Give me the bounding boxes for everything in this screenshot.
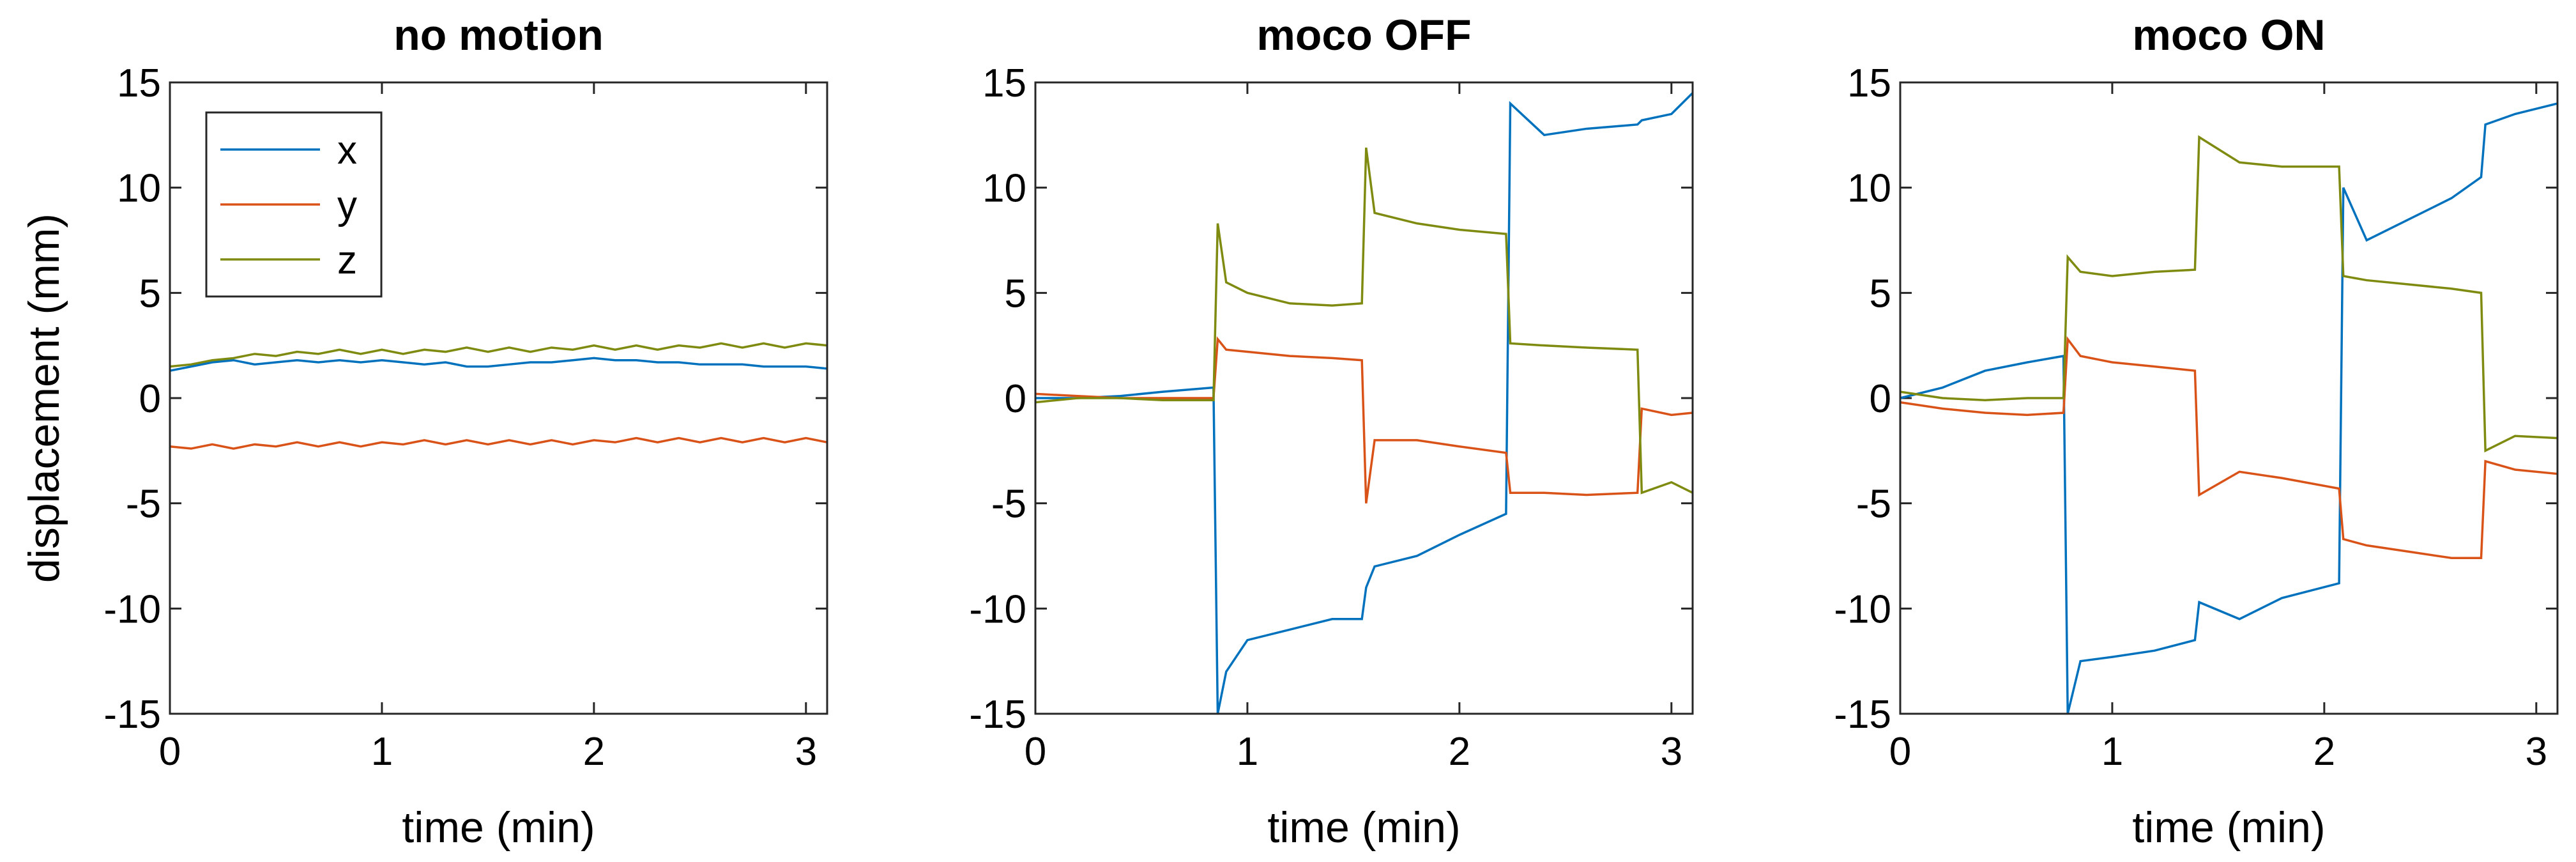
chart-title: moco ON (2132, 11, 2325, 59)
y-tick-label: 5 (1870, 272, 1891, 316)
axes-box (169, 81, 828, 715)
x-tick-label: 3 (1661, 730, 1682, 774)
y-tick-label: -5 (1856, 482, 1891, 527)
y-tick-label: -15 (1834, 693, 1891, 737)
x-tick-label: 3 (795, 730, 817, 774)
y-tick-label: 15 (1847, 61, 1891, 105)
x-tick-label: 1 (371, 730, 393, 774)
chart-title: moco OFF (1256, 11, 1471, 59)
series-line (169, 357, 828, 372)
x-tick-label: 1 (1237, 730, 1258, 774)
y-tick-label: -5 (126, 482, 161, 527)
series-line (1900, 102, 2558, 714)
series-line (1035, 147, 1693, 495)
y-tick-label: -15 (969, 693, 1026, 737)
y-tick-label: -10 (969, 587, 1026, 631)
series-line (1035, 336, 1693, 504)
x-tick-label: 2 (1449, 730, 1470, 774)
series-line (169, 342, 828, 368)
y-tick-label: 0 (1005, 377, 1026, 421)
x-tick-label: 2 (583, 730, 605, 774)
y-tick-label: -10 (1834, 587, 1891, 631)
x-axis-label: time (min) (402, 803, 595, 852)
y-tick-label: 10 (117, 167, 161, 211)
y-axis-label: displacement (mm) (20, 213, 68, 583)
y-tick-label: -10 (103, 587, 161, 631)
x-axis-label: time (min) (2132, 803, 2325, 852)
y-tick-label: 10 (982, 167, 1026, 211)
legend-label: x (337, 128, 357, 173)
y-tick-label: -15 (103, 693, 161, 737)
x-tick-label: 1 (2101, 730, 2123, 774)
y-tick-label: 10 (1847, 167, 1891, 211)
y-tick-label: 15 (982, 61, 1026, 105)
x-tick-label: 0 (159, 730, 181, 774)
series-line (1900, 135, 2558, 453)
series-line (1035, 92, 1694, 714)
x-tick-label: 0 (1889, 730, 1911, 774)
y-tick-label: 0 (139, 377, 161, 421)
y-tick-label: 5 (139, 272, 161, 316)
series-line (1900, 335, 2558, 560)
legend-label: y (337, 183, 357, 227)
series-line (169, 436, 828, 450)
plot-area (1900, 82, 2557, 714)
x-axis-label: time (min) (1267, 803, 1460, 852)
legend-label: z (337, 238, 357, 282)
x-tick-label: 2 (2313, 730, 2335, 774)
chart-title: no motion (393, 11, 604, 59)
x-tick-label: 0 (1025, 730, 1046, 774)
y-tick-label: -5 (991, 482, 1026, 527)
axes-box (1034, 81, 1694, 715)
y-tick-label: 5 (1005, 272, 1026, 316)
axes-box (1899, 81, 2559, 715)
x-tick-label: 3 (2526, 730, 2547, 774)
y-tick-label: 0 (1870, 377, 1891, 421)
y-tick-label: 15 (117, 61, 161, 105)
